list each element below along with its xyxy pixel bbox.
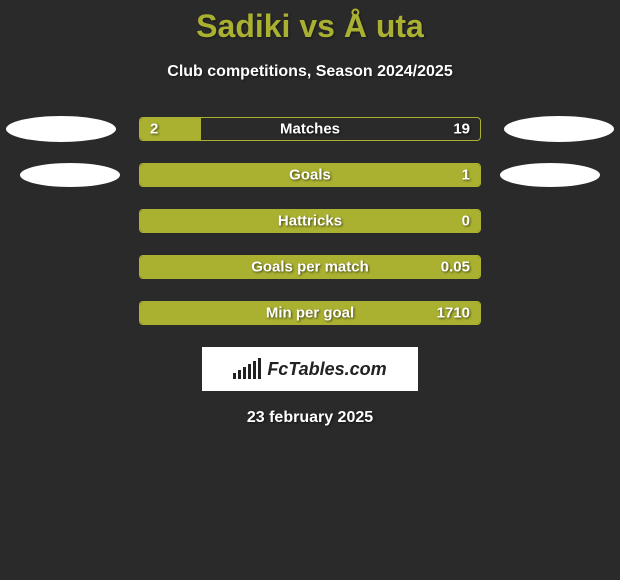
stat-bar: 2Matches19: [139, 117, 481, 141]
player-left-ellipse: [20, 163, 120, 187]
stat-right-value: 0: [462, 213, 470, 230]
logo-bar-segment: [238, 370, 241, 379]
logo-bar-segment: [248, 364, 251, 379]
stat-label: Goals: [140, 167, 480, 184]
logo-bar-segment: [233, 373, 236, 379]
stat-bar: Goals per match0.05: [139, 255, 481, 279]
stat-right-value: 0.05: [441, 259, 470, 276]
logo-bar-segment: [243, 367, 246, 379]
stat-row: Min per goal1710: [0, 301, 620, 325]
stat-row: Hattricks0: [0, 209, 620, 233]
logo-text: FcTables.com: [267, 359, 386, 380]
card-date: 23 february 2025: [0, 409, 620, 427]
stat-label: Matches: [140, 121, 480, 138]
card-title: Sadiki vs Å uta: [0, 0, 620, 45]
stat-bar: Min per goal1710: [139, 301, 481, 325]
stat-label: Hattricks: [140, 213, 480, 230]
stat-label: Min per goal: [140, 305, 480, 322]
player-left-ellipse: [6, 116, 116, 142]
stat-right-value: 1: [462, 167, 470, 184]
logo-bar-segment: [253, 361, 256, 379]
stat-row: 2Matches19: [0, 117, 620, 141]
stat-bars: 2Matches19 Goals1 Hattricks0 Goals per matc…: [0, 117, 620, 325]
player-right-ellipse: [504, 116, 614, 142]
stat-bar: Goals1: [139, 163, 481, 187]
card-subtitle: Club competitions, Season 2024/2025: [0, 63, 620, 81]
fctables-logo[interactable]: FcTables.com: [202, 347, 418, 391]
stat-row: Goals1: [0, 163, 620, 187]
stat-right-value: 19: [453, 121, 470, 138]
logo-bar-segment: [258, 358, 261, 379]
stat-row: Goals per match0.05: [0, 255, 620, 279]
stat-label: Goals per match: [140, 259, 480, 276]
comparison-card: Sadiki vs Å uta Club competitions, Seaso…: [0, 0, 620, 427]
stat-right-value: 1710: [437, 305, 470, 322]
logo-bars-icon: [233, 359, 261, 379]
player-right-ellipse: [500, 163, 600, 187]
stat-bar: Hattricks0: [139, 209, 481, 233]
